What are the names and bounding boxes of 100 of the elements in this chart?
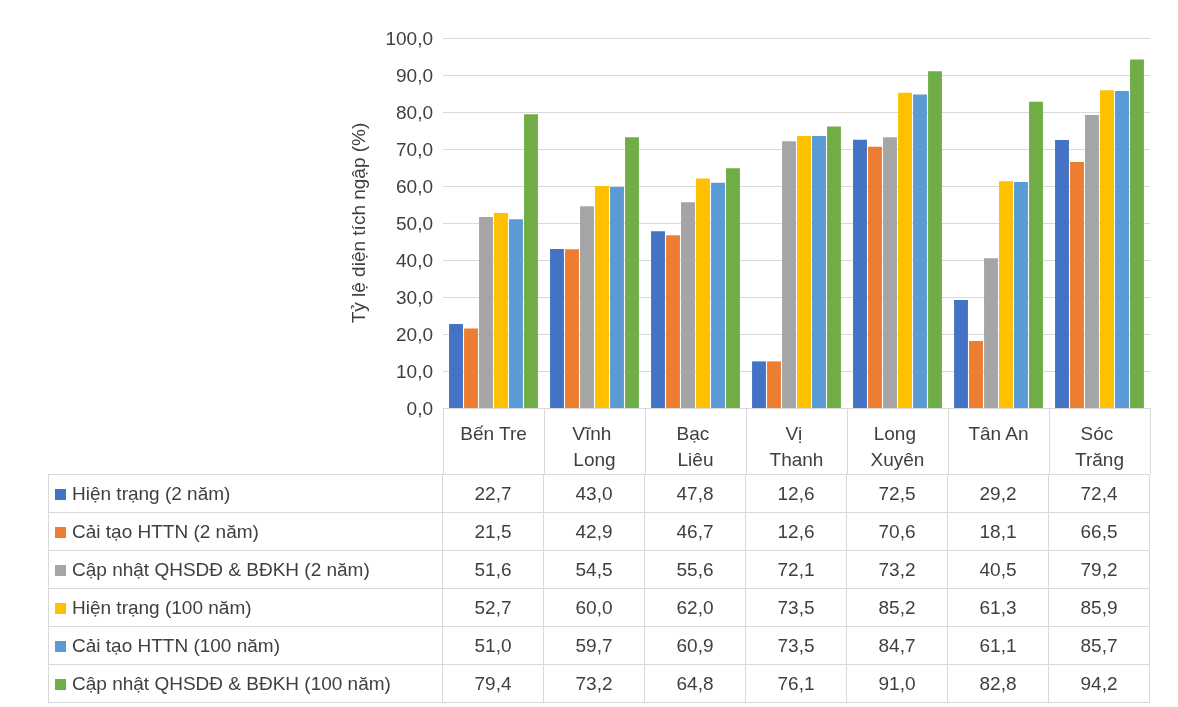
x-tick-label: Sóc Trăng: [1075, 422, 1124, 470]
bar: [580, 206, 594, 408]
bar: [812, 136, 826, 408]
y-tick-label: 0,0: [406, 397, 433, 419]
data-label: 62,0: [644, 588, 746, 627]
data-label: 46,7: [644, 512, 746, 551]
bar: [1055, 140, 1069, 408]
data-label: 59,7: [543, 626, 645, 665]
data-label: 60,9: [644, 626, 746, 665]
data-label: 52,7: [442, 588, 544, 627]
bar: [928, 71, 942, 408]
x-tick-label: Vị Thanh: [769, 422, 824, 470]
data-label: 82,8: [947, 664, 1049, 703]
bar: [913, 94, 927, 408]
data-label: 64,8: [644, 664, 746, 703]
y-tick-label: 10,0: [396, 360, 433, 382]
y-tick-label: 80,0: [396, 101, 433, 123]
data-label: 51,0: [442, 626, 544, 665]
bar: [1130, 59, 1144, 408]
legend-label: Cải tạo HTTN (100 năm): [48, 626, 443, 665]
bar: [1085, 114, 1099, 408]
bar: [666, 235, 680, 408]
data-label: 85,7: [1048, 626, 1150, 665]
data-label: 29,2: [947, 474, 1049, 513]
y-tick-label: 40,0: [396, 249, 433, 271]
bar: [610, 187, 624, 408]
y-tick-label: 30,0: [396, 286, 433, 308]
bar: [767, 361, 781, 408]
data-label: 12,6: [745, 474, 847, 513]
bar: [984, 258, 998, 408]
data-label: 73,5: [745, 588, 847, 627]
data-label: 70,6: [846, 512, 948, 551]
bar: [494, 213, 508, 408]
y-tick-label: 90,0: [396, 64, 433, 86]
data-label: 12,6: [745, 512, 847, 551]
bar: [1029, 101, 1043, 408]
data-label: 72,1: [745, 550, 847, 589]
legend-label: Cập nhật QHSDĐ & BĐKH (2 năm): [48, 550, 443, 589]
bar: [696, 178, 710, 408]
bar: [595, 186, 609, 408]
data-label: 76,1: [745, 664, 847, 703]
bar: [479, 217, 493, 408]
bar: [524, 114, 538, 408]
data-label: 18,1: [947, 512, 1049, 551]
bar: [550, 248, 564, 408]
data-label: 61,1: [947, 626, 1049, 665]
data-label: 22,7: [442, 474, 544, 513]
legend-label: Cập nhật QHSDĐ & BĐKH (100 năm): [48, 664, 443, 703]
bar: [883, 137, 897, 408]
x-tick-label: Tân An: [968, 422, 1029, 444]
data-label: 84,7: [846, 626, 948, 665]
data-label: 42,9: [543, 512, 645, 551]
data-label: 73,2: [846, 550, 948, 589]
bar: [651, 231, 665, 408]
data-label: 91,0: [846, 664, 948, 703]
y-tick-label: 20,0: [396, 323, 433, 345]
bar: [1100, 90, 1114, 408]
data-label: 43,0: [543, 474, 645, 513]
legend-label: Hiện trạng (2 năm): [48, 474, 443, 513]
data-label: 72,4: [1048, 474, 1150, 513]
bar: [509, 219, 523, 408]
data-label: 72,5: [846, 474, 948, 513]
bar: [954, 299, 968, 408]
bar: [782, 141, 796, 408]
bar: [868, 146, 882, 408]
bar: [449, 324, 463, 408]
bar: [797, 136, 811, 408]
x-tick-label: Bạc Liêu: [676, 422, 715, 470]
data-label: 40,5: [947, 550, 1049, 589]
x-tick-label: Long Xuyên: [870, 422, 925, 470]
legend-label: Cải tạo HTTN (2 năm): [48, 512, 443, 551]
x-tick-label: Vĩnh Long: [572, 422, 617, 470]
bar: [565, 249, 579, 408]
data-label: 79,4: [442, 664, 544, 703]
data-label: 85,9: [1048, 588, 1150, 627]
data-label: 47,8: [644, 474, 746, 513]
data-label: 73,5: [745, 626, 847, 665]
y-tick-label: 50,0: [396, 212, 433, 234]
bar: [752, 361, 766, 408]
y-tick-label: 60,0: [396, 175, 433, 197]
data-label: 21,5: [442, 512, 544, 551]
data-label: 61,3: [947, 588, 1049, 627]
data-label: 54,5: [543, 550, 645, 589]
bar: [898, 92, 912, 408]
bar: [1014, 181, 1028, 408]
x-tick-label: Bến Tre: [460, 422, 527, 444]
data-label: 51,6: [442, 550, 544, 589]
bar: [681, 202, 695, 408]
bar: [999, 181, 1013, 408]
bar: [827, 126, 841, 408]
data-label: 85,2: [846, 588, 948, 627]
data-label: 60,0: [543, 588, 645, 627]
y-tick-label: 70,0: [396, 138, 433, 160]
bar: [726, 168, 740, 408]
data-label: 66,5: [1048, 512, 1150, 551]
data-label: 79,2: [1048, 550, 1150, 589]
bar: [625, 137, 639, 408]
bar: [464, 328, 478, 408]
bar: [1115, 90, 1129, 408]
y-axis-title: Tỷ lệ diện tích ngập (%): [348, 122, 369, 324]
